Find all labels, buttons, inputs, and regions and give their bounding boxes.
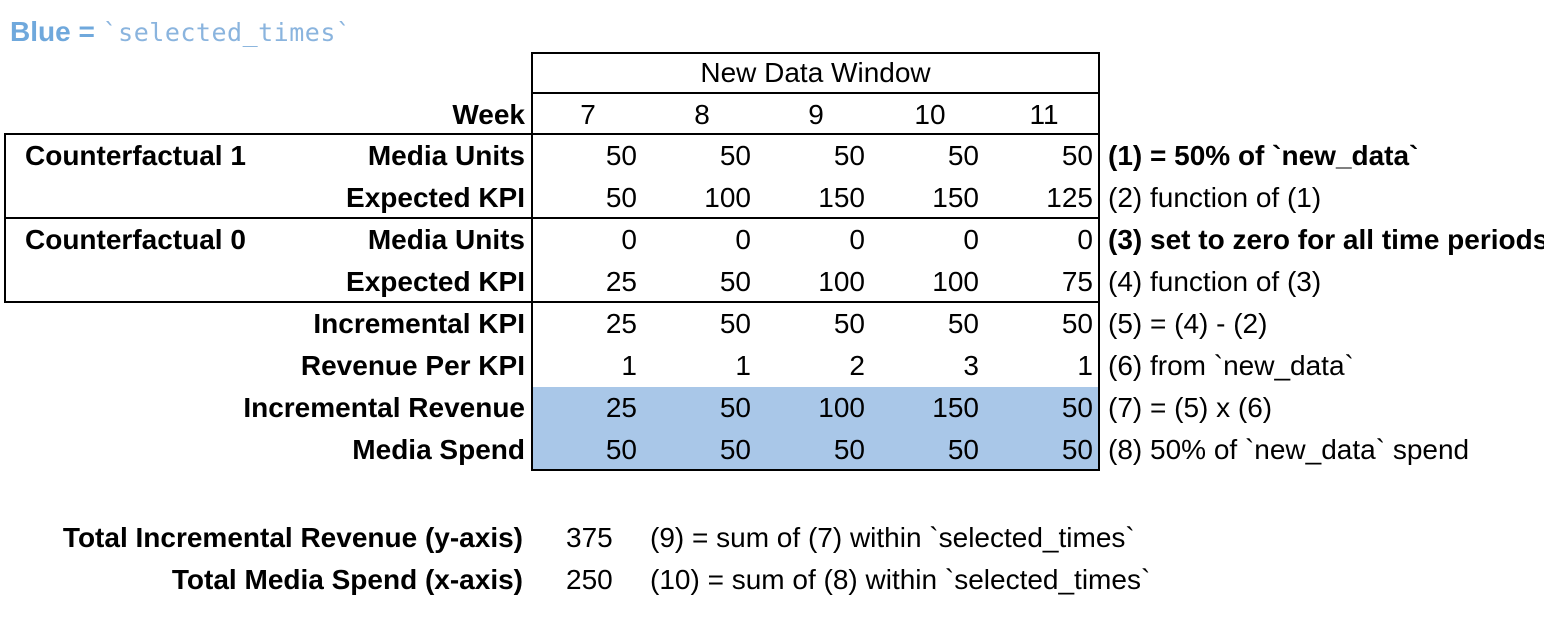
table-cell: 50 — [1061, 308, 1093, 339]
table-cell: 1 — [621, 350, 637, 381]
annotation-3: (3) set to zero for all time periods — [1108, 224, 1544, 255]
week-bottom-border — [4, 133, 1100, 135]
row-label: Revenue Per KPI — [300, 350, 525, 381]
header-bottom-border — [531, 92, 1100, 94]
annotation-6: (6) from `new_data` — [1108, 350, 1354, 381]
table-cell: 1 — [1077, 350, 1093, 381]
label-box-left-border — [4, 133, 6, 303]
table-cell: 50 — [605, 182, 637, 213]
row-label: Expected KPI — [346, 266, 525, 297]
total-media-spend-label: Total Media Spend (x-axis) — [171, 564, 523, 595]
table-cell: 150 — [818, 182, 865, 213]
table-cell: 50 — [947, 140, 979, 171]
row-label: Incremental Revenue — [243, 392, 525, 423]
counterfactual0-bottom-border — [4, 301, 1100, 303]
table-header: New Data Window — [700, 57, 931, 88]
annotation-10: (10) = sum of (8) within `selected_times… — [650, 564, 1151, 595]
annotation-2: (2) function of (1) — [1108, 182, 1322, 213]
table-cell: 0 — [849, 224, 865, 255]
row-label: Incremental KPI — [313, 308, 525, 339]
table-cell-highlighted: 100 — [818, 392, 865, 423]
annotation-8: (8) 50% of `new_data` spend — [1108, 434, 1470, 465]
annotation-9: (9) = sum of (7) within `selected_times` — [650, 522, 1135, 553]
week-label: Week — [452, 99, 525, 130]
data-left-border — [531, 52, 533, 471]
table-cell-highlighted: 50 — [947, 434, 979, 465]
row-label: Media Units — [367, 140, 525, 171]
table-cell: 100 — [818, 266, 865, 297]
legend-equals: = — [70, 16, 103, 47]
table-cell-highlighted: 50 — [719, 392, 751, 423]
table-cell-highlighted: 50 — [719, 434, 751, 465]
total-incremental-revenue-label: Total Incremental Revenue (y-axis) — [62, 522, 523, 553]
table-cell: 50 — [833, 308, 865, 339]
table-cell-highlighted: 50 — [605, 434, 637, 465]
group-label-counterfactual-0: Counterfactual 0 — [25, 224, 246, 255]
table-cell: 0 — [963, 224, 979, 255]
legend-code: `selected_times` — [102, 18, 352, 47]
table-cell: 50 — [833, 140, 865, 171]
table-cell-highlighted: 50 — [1061, 434, 1093, 465]
week-column-header: 11 — [1029, 99, 1059, 130]
annotation-4: (4) function of (3) — [1108, 266, 1322, 297]
table-cell: 50 — [719, 140, 751, 171]
header-top-border — [531, 52, 1100, 54]
table-cell: 50 — [1061, 140, 1093, 171]
table-cell: 25 — [605, 308, 637, 339]
table-cell: 100 — [704, 182, 751, 213]
counterfactual1-bottom-border — [4, 217, 1100, 219]
annotation-1: (1) = 50% of `new_data` — [1108, 140, 1419, 171]
table-cell: 100 — [932, 266, 979, 297]
table-cell-highlighted: 50 — [1061, 392, 1093, 423]
table-cell: 50 — [719, 308, 751, 339]
table-cell: 0 — [621, 224, 637, 255]
table-cell: 25 — [605, 266, 637, 297]
table-cell: 75 — [1061, 266, 1093, 297]
table-cell-highlighted: 50 — [833, 434, 865, 465]
table-cell: 0 — [735, 224, 751, 255]
total-media-spend-value: 250 — [566, 564, 613, 595]
total-incremental-revenue-value: 375 — [566, 522, 613, 553]
table-cell: 125 — [1046, 182, 1093, 213]
week-column-header: 9 — [808, 99, 824, 130]
row-label: Media Spend — [352, 434, 525, 465]
table-cell: 150 — [932, 182, 979, 213]
annotation-7: (7) = (5) x (6) — [1108, 392, 1273, 423]
legend-label: Blue — [10, 16, 71, 47]
table-cell: 3 — [963, 350, 979, 381]
table-cell: 2 — [849, 350, 865, 381]
table-cell: 0 — [1077, 224, 1093, 255]
row-label: Expected KPI — [346, 182, 525, 213]
table-cell: 1 — [735, 350, 751, 381]
legend: Blue = `selected_times` — [10, 16, 351, 48]
data-right-border — [1098, 52, 1100, 471]
table-bottom-border — [531, 469, 1100, 471]
week-column-header: 10 — [914, 99, 946, 130]
table-cell: 50 — [947, 308, 979, 339]
table-cell: 50 — [605, 140, 637, 171]
group-label-counterfactual-1: Counterfactual 1 — [25, 140, 246, 171]
annotation-5: (5) = (4) - (2) — [1108, 308, 1268, 339]
week-column-header: 8 — [694, 99, 710, 130]
table-cell: 50 — [719, 266, 751, 297]
row-label: Media Units — [367, 224, 525, 255]
selected-times-highlight — [531, 387, 1100, 469]
table-cell-highlighted: 150 — [932, 392, 979, 423]
table-cell-highlighted: 25 — [605, 392, 637, 423]
week-column-header: 7 — [580, 99, 596, 130]
